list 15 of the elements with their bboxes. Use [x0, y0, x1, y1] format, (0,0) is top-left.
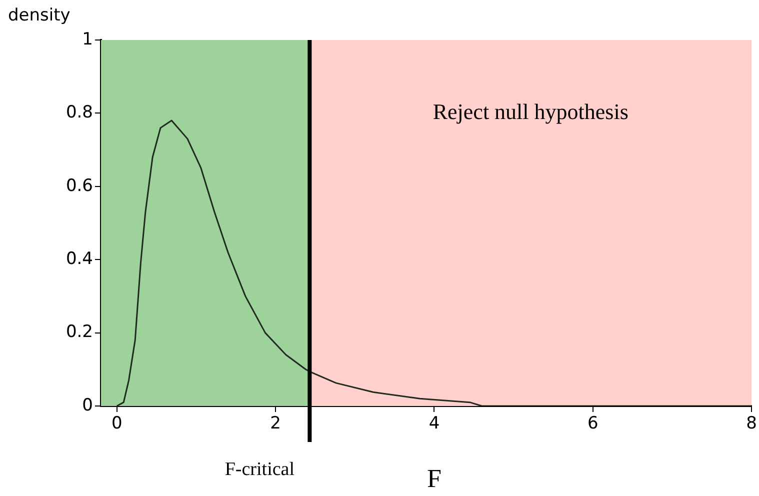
ref-line-label: F-critical	[224, 458, 294, 480]
y-tick-label: 0	[82, 395, 93, 416]
x-axis-title: F	[426, 464, 442, 493]
x-tick-label: 4	[428, 414, 440, 434]
x-tick-label: 8	[746, 414, 758, 434]
y-tick-label: 0.2	[66, 322, 93, 342]
x-tick-label: 6	[587, 414, 598, 434]
band-label: Reject null hypothesis	[432, 98, 628, 124]
y-tick-label: 1	[82, 29, 93, 50]
y-tick-label: 0.4	[66, 249, 93, 270]
y-tick-label: 0.8	[66, 102, 93, 123]
y-tick-label: 0.6	[66, 176, 93, 196]
x-tick-label: 2	[270, 414, 281, 434]
y-axis-title: density	[8, 5, 70, 26]
x-tick-label: 0	[111, 414, 122, 434]
